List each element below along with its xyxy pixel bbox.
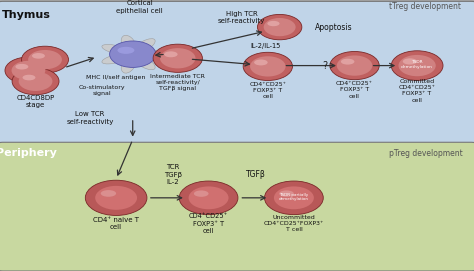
Text: TCR
TGFβ
IL-2: TCR TGFβ IL-2 — [164, 164, 182, 185]
Ellipse shape — [194, 191, 209, 197]
Circle shape — [250, 56, 285, 76]
Circle shape — [330, 51, 379, 80]
Text: Committed
CD4⁺CD25⁺
FOXP3⁺ T
cell: Committed CD4⁺CD25⁺ FOXP3⁺ T cell — [399, 79, 436, 103]
Circle shape — [160, 48, 195, 68]
Circle shape — [5, 57, 52, 84]
Circle shape — [274, 186, 314, 209]
Ellipse shape — [164, 51, 178, 57]
Circle shape — [85, 180, 147, 215]
FancyBboxPatch shape — [0, 142, 474, 271]
Text: IL-2/IL-15: IL-2/IL-15 — [250, 43, 281, 49]
Circle shape — [399, 55, 436, 76]
Ellipse shape — [16, 64, 28, 70]
Ellipse shape — [279, 191, 294, 197]
Text: MHC II/self antigen: MHC II/self antigen — [86, 75, 146, 80]
Circle shape — [22, 46, 68, 73]
Text: CD4⁺CD25⁺
FOXP3⁺ T
cell: CD4⁺CD25⁺ FOXP3⁺ T cell — [189, 213, 228, 234]
Text: TGFβ: TGFβ — [246, 170, 266, 179]
Text: CD4⁺CD25⁺
FOXP3⁺ T
cell: CD4⁺CD25⁺ FOXP3⁺ T cell — [249, 82, 286, 99]
Circle shape — [243, 52, 292, 80]
Ellipse shape — [341, 59, 355, 64]
Text: CD4⁺ naive T
cell: CD4⁺ naive T cell — [93, 217, 139, 230]
Ellipse shape — [102, 44, 133, 56]
Circle shape — [264, 181, 323, 215]
Text: Apoptosis: Apoptosis — [315, 22, 353, 32]
Ellipse shape — [131, 54, 155, 70]
Ellipse shape — [131, 39, 155, 54]
Text: CD4CD8DP
stage: CD4CD8DP stage — [17, 95, 55, 108]
Ellipse shape — [254, 60, 268, 65]
Text: Uncommitted
CD4⁺CD25⁺FOXP3⁺
T cell: Uncommitted CD4⁺CD25⁺FOXP3⁺ T cell — [264, 215, 324, 232]
Text: pTreg development: pTreg development — [389, 149, 463, 158]
Circle shape — [109, 41, 156, 67]
Circle shape — [189, 186, 228, 209]
Circle shape — [337, 56, 372, 76]
Text: High TCR
self-reactivity: High TCR self-reactivity — [218, 11, 265, 24]
FancyBboxPatch shape — [0, 1, 474, 146]
Ellipse shape — [102, 53, 133, 64]
Ellipse shape — [121, 54, 137, 73]
Ellipse shape — [121, 35, 137, 54]
Text: Intermediate TCR
self-reactivity/
TGFβ signal: Intermediate TCR self-reactivity/ TGFβ s… — [150, 74, 205, 91]
Ellipse shape — [118, 47, 135, 54]
Circle shape — [95, 186, 137, 210]
Circle shape — [153, 44, 202, 72]
Circle shape — [11, 61, 46, 80]
Text: TSDR partially
demethylation: TSDR partially demethylation — [279, 193, 309, 201]
Text: Thymus: Thymus — [1, 10, 51, 20]
Circle shape — [264, 18, 296, 36]
Text: CD4⁺CD25⁺
FOXP3⁺ T
cell: CD4⁺CD25⁺ FOXP3⁺ T cell — [336, 81, 373, 99]
Ellipse shape — [403, 58, 417, 64]
Circle shape — [391, 51, 443, 80]
Text: Co-stimulatory
signal: Co-stimulatory signal — [79, 85, 125, 96]
Circle shape — [257, 14, 302, 40]
Circle shape — [28, 50, 62, 69]
Text: Cortical
epithelial cell: Cortical epithelial cell — [117, 0, 163, 14]
Text: Low TCR
self-reactivity: Low TCR self-reactivity — [66, 111, 114, 125]
Ellipse shape — [32, 53, 45, 59]
Circle shape — [18, 72, 53, 91]
Text: Periphery: Periphery — [0, 148, 56, 158]
Text: TSDR
demethylation: TSDR demethylation — [401, 60, 433, 69]
Circle shape — [12, 68, 59, 95]
Text: tTreg development: tTreg development — [389, 2, 461, 11]
Text: ?: ? — [322, 61, 327, 70]
Ellipse shape — [133, 50, 167, 58]
Ellipse shape — [267, 21, 280, 26]
Circle shape — [179, 181, 238, 215]
Ellipse shape — [100, 190, 116, 197]
Ellipse shape — [23, 75, 36, 80]
